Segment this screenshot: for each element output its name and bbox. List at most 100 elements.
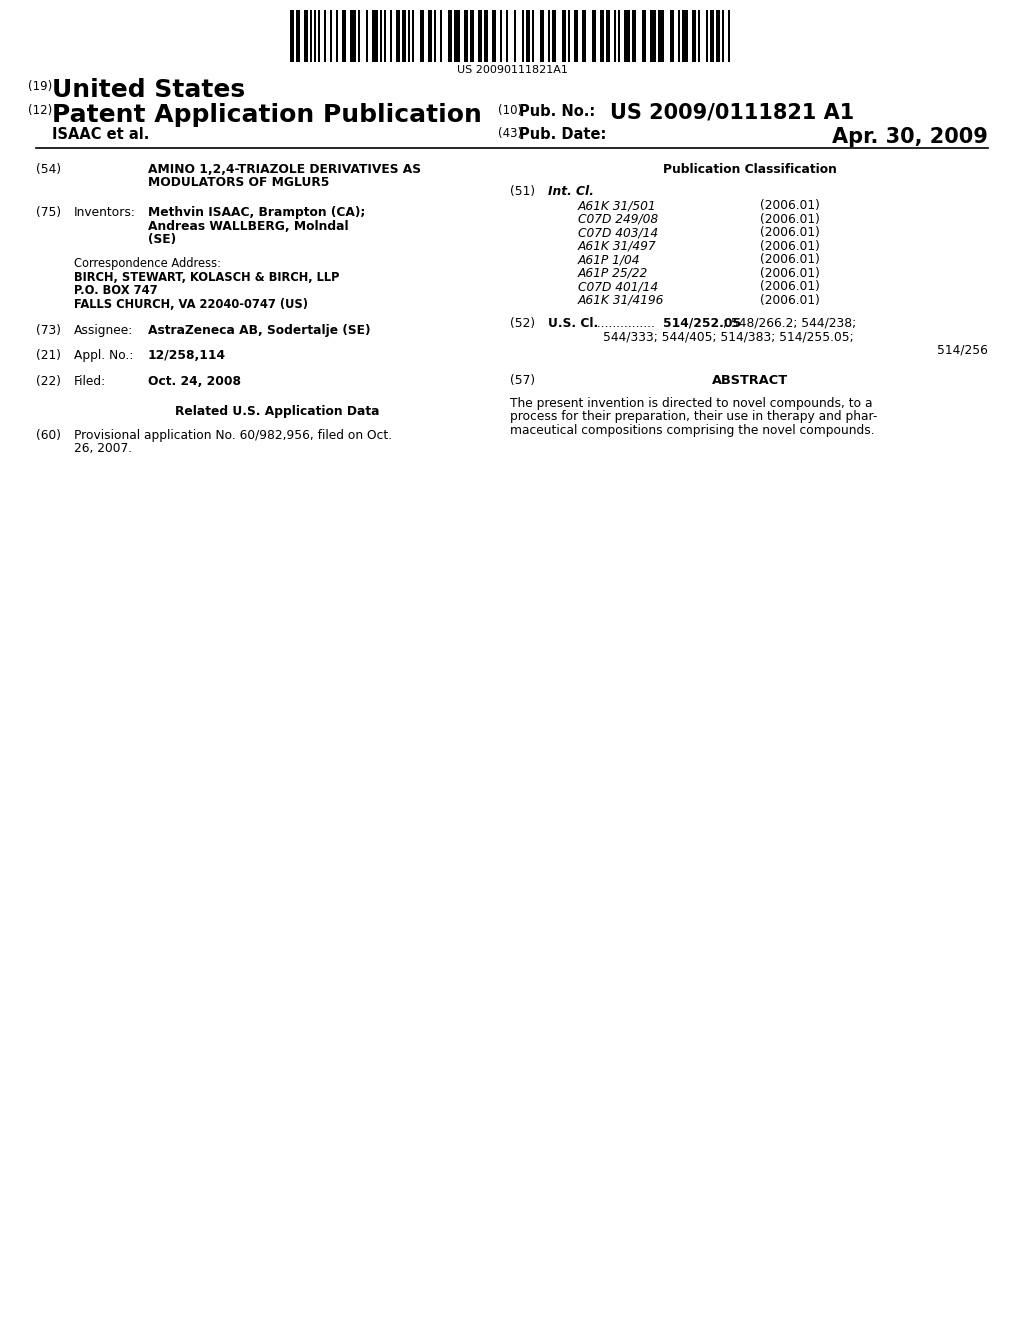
Text: C07D 403/14: C07D 403/14 (578, 227, 658, 239)
Bar (449, 11, 452, 62)
Bar (514, 11, 516, 62)
Bar (522, 11, 524, 62)
Text: (43): (43) (498, 127, 522, 140)
Bar (314, 11, 316, 62)
Bar (319, 11, 324, 62)
Text: BIRCH, STEWART, KOLASCH & BIRCH, LLP: BIRCH, STEWART, KOLASCH & BIRCH, LLP (74, 271, 340, 284)
Bar (616, 11, 618, 62)
Text: Related U.S. Application Data: Related U.S. Application Data (175, 405, 379, 417)
Bar (424, 11, 428, 62)
Bar (550, 11, 552, 62)
Bar (342, 11, 346, 62)
Bar (378, 11, 380, 62)
Bar (618, 11, 620, 62)
Text: (2006.01): (2006.01) (760, 213, 820, 226)
Bar (682, 11, 688, 62)
Bar (574, 11, 578, 62)
Bar (506, 11, 508, 62)
Bar (488, 11, 492, 62)
Text: Oct. 24, 2008: Oct. 24, 2008 (148, 375, 241, 388)
Text: (2006.01): (2006.01) (760, 240, 820, 253)
Bar (432, 11, 434, 62)
Bar (368, 11, 372, 62)
Text: United States: United States (52, 78, 245, 102)
Text: (73): (73) (36, 323, 61, 337)
Bar (390, 11, 392, 62)
Text: P.O. BOX 747: P.O. BOX 747 (74, 285, 158, 297)
Bar (516, 11, 522, 62)
Text: (54): (54) (36, 162, 61, 176)
Bar (384, 11, 386, 62)
Text: Publication Classification: Publication Classification (664, 162, 837, 176)
Bar (524, 11, 526, 62)
Bar (724, 11, 728, 62)
Bar (324, 11, 326, 62)
Text: (2006.01): (2006.01) (760, 267, 820, 280)
Bar (310, 11, 312, 62)
Bar (610, 11, 614, 62)
Bar (646, 11, 650, 62)
Bar (406, 11, 408, 62)
Bar (692, 11, 696, 62)
Bar (412, 11, 414, 62)
Bar (730, 11, 734, 62)
Text: AMINO 1,2,4-TRIAZOLE DERIVATIVES AS: AMINO 1,2,4-TRIAZOLE DERIVATIVES AS (148, 162, 421, 176)
Bar (556, 11, 562, 62)
Bar (366, 11, 368, 62)
Bar (410, 11, 412, 62)
Text: MODULATORS OF MGLUR5: MODULATORS OF MGLUR5 (148, 177, 330, 190)
Text: 544/333; 544/405; 514/383; 514/255.05;: 544/333; 544/405; 514/383; 514/255.05; (603, 330, 854, 343)
Bar (614, 11, 616, 62)
Text: Inventors:: Inventors: (74, 206, 136, 219)
Bar (632, 11, 636, 62)
Bar (600, 11, 604, 62)
Bar (656, 11, 658, 62)
Bar (496, 11, 500, 62)
Bar (674, 11, 678, 62)
Bar (552, 11, 556, 62)
Bar (436, 11, 440, 62)
Bar (664, 11, 670, 62)
Bar (454, 11, 460, 62)
Text: US 2009/0111821 A1: US 2009/0111821 A1 (610, 103, 854, 123)
Bar (346, 11, 350, 62)
Text: (21): (21) (36, 350, 61, 362)
Text: 12/258,114: 12/258,114 (148, 350, 226, 362)
Text: ................: ................ (594, 317, 656, 330)
Bar (360, 11, 366, 62)
Text: A61K 31/501: A61K 31/501 (578, 199, 656, 213)
Text: (60): (60) (36, 429, 61, 442)
Bar (386, 11, 390, 62)
Bar (570, 11, 574, 62)
Bar (482, 11, 484, 62)
Bar (318, 11, 319, 62)
Bar (492, 11, 496, 62)
Bar (308, 11, 310, 62)
Bar (604, 11, 606, 62)
Bar (396, 11, 400, 62)
Text: ABSTRACT: ABSTRACT (712, 374, 788, 387)
Text: AstraZeneca AB, Sodertalje (SE): AstraZeneca AB, Sodertalje (SE) (148, 323, 371, 337)
Bar (630, 11, 632, 62)
Bar (534, 11, 540, 62)
Text: (SE): (SE) (148, 234, 176, 247)
Text: (2006.01): (2006.01) (760, 253, 820, 267)
Bar (420, 11, 424, 62)
Bar (474, 11, 478, 62)
Bar (330, 11, 332, 62)
Bar (478, 11, 482, 62)
Text: maceutical compositions comprising the novel compounds.: maceutical compositions comprising the n… (510, 424, 874, 437)
Text: (52): (52) (510, 317, 536, 330)
Text: C07D 401/14: C07D 401/14 (578, 280, 658, 293)
Bar (500, 11, 502, 62)
Bar (540, 11, 544, 62)
Bar (548, 11, 550, 62)
Bar (502, 11, 506, 62)
Text: (2006.01): (2006.01) (760, 199, 820, 213)
Bar (688, 11, 692, 62)
Text: Andreas WALLBERG, Molndal: Andreas WALLBERG, Molndal (148, 219, 348, 232)
Bar (296, 11, 300, 62)
Bar (484, 11, 488, 62)
Bar (720, 11, 722, 62)
Text: A61P 25/22: A61P 25/22 (578, 267, 648, 280)
